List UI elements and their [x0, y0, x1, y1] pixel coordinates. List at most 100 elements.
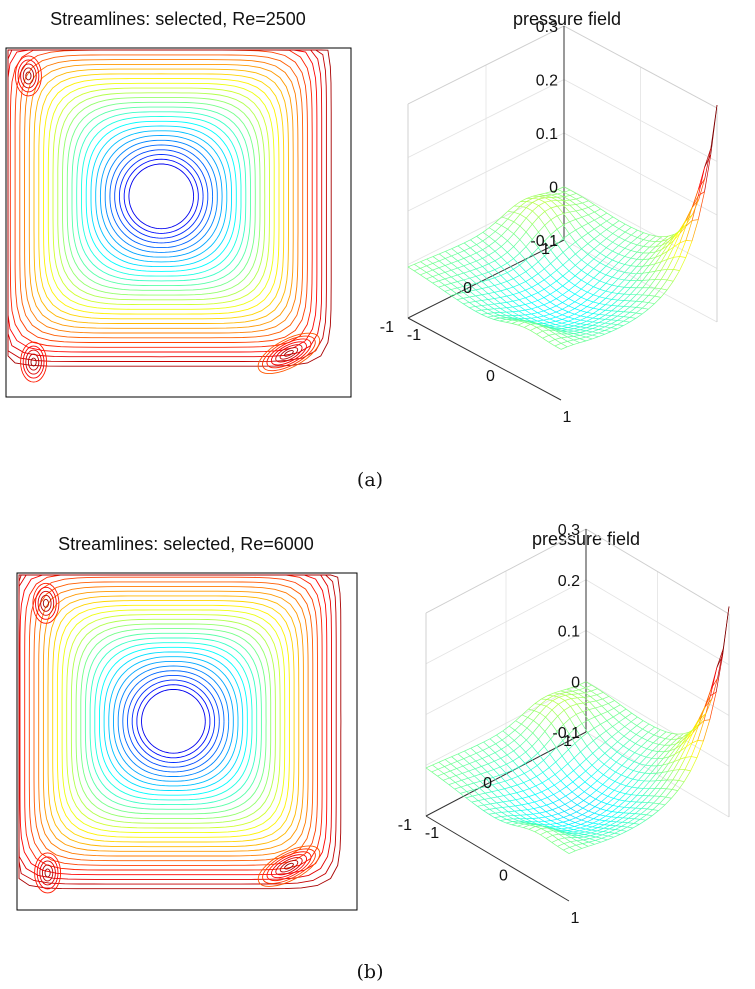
mesh-line-b-y24-1	[585, 687, 592, 692]
mesh-line-b-x16-19	[638, 764, 646, 773]
mesh-line-b-y10-8	[535, 785, 542, 793]
mesh-line-a-x12-6	[518, 309, 526, 312]
mesh-line-b-x2-18	[552, 696, 560, 702]
mesh-line-b-y12-6	[536, 765, 544, 773]
mesh-line-a-y14-18	[605, 304, 612, 306]
mesh-line-b-x22-20	[679, 746, 687, 760]
mesh-line-b-x0-19	[547, 692, 555, 696]
mesh-line-b-y7-11	[533, 808, 540, 814]
mesh-line-b-x19-8	[585, 826, 593, 830]
mesh-line-a-x0-5	[439, 251, 446, 255]
mesh-line-a-x21-10	[598, 319, 606, 323]
mesh-line-a-y9-7	[506, 281, 514, 288]
mesh-line-b-x5-13	[537, 746, 545, 754]
mesh-line-b-x6-4	[485, 784, 493, 787]
secondary-vortex-a-2-4	[266, 338, 312, 369]
mesh-line-b-y0-14	[505, 822, 512, 826]
mesh-line-a-y4-8	[481, 294, 489, 300]
mesh-line-a-y6-7	[488, 286, 495, 293]
mesh-line-b-x0-15	[521, 708, 529, 716]
mesh-line-a-x12-12	[556, 294, 563, 299]
mesh-line-b-x24-1	[569, 844, 577, 848]
mesh-line-a-y22-8	[594, 228, 601, 235]
mesh-line-b-x18-7	[573, 827, 581, 830]
secondary-vortex-b-2-3	[270, 854, 308, 879]
mesh-line-a-y25-22	[698, 178, 706, 200]
mesh-line-a-y24-6	[594, 211, 601, 217]
mesh-line-b-x7-22	[606, 716, 614, 721]
streamline-b-24	[28, 576, 318, 866]
mesh-line-a-x3-1	[432, 274, 439, 277]
mesh-line-b-y19-9	[598, 747, 606, 754]
mesh-line-b-x8-5	[503, 793, 511, 797]
mesh-line-a-x14-18	[605, 268, 613, 276]
mesh-line-b-y25-11	[648, 723, 655, 728]
mesh-line-b-x22-14	[641, 802, 649, 809]
mesh-line-b-x3-4	[468, 768, 476, 772]
mesh-line-a-y8-20	[580, 326, 587, 329]
mesh-line-b-y21-23	[691, 740, 698, 744]
mesh-line-b-x8-3	[490, 796, 498, 799]
mesh-line-a-x11-5	[506, 306, 513, 309]
mesh-line-b-x8-16	[573, 751, 581, 759]
mesh-line-b-y19-2	[558, 696, 565, 701]
mesh-line-b-y2-3	[455, 775, 462, 781]
mesh-line-b-x1-0	[431, 768, 439, 773]
mesh-line-b-x23-19	[678, 757, 686, 770]
mesh-line-a-y5-2	[451, 262, 458, 269]
mesh-line-a-x4-7	[476, 266, 483, 270]
mesh-line-b-y17-4	[557, 715, 564, 725]
mesh-line-b-x1-6	[469, 752, 477, 757]
mesh-line-a-x17-18	[624, 272, 631, 281]
y-tick-label-b-2: 1	[563, 733, 572, 750]
mesh-line-a-x25-0	[560, 346, 568, 350]
mesh-line-a-y17-2	[526, 207, 533, 212]
mesh-line-b-y7-21	[590, 832, 597, 835]
mesh-line-a-y20-1	[538, 196, 546, 199]
mesh-line-a-y15-10	[562, 275, 570, 282]
mesh-line-b-x16-11	[587, 812, 595, 818]
mesh-line-b-y10-15	[575, 817, 582, 821]
mesh-line-b-x17-18	[638, 772, 646, 781]
mesh-line-b-y1-24	[569, 847, 576, 852]
mesh-line-a-x20-22	[667, 236, 675, 246]
mesh-line-b-x3-1	[449, 775, 457, 779]
mesh-line-b-y22-6	[600, 714, 608, 721]
mesh-line-a-x18-6	[555, 325, 562, 328]
mesh-line-a-x3-18	[538, 201, 546, 206]
mesh-line-b-y12-19	[611, 816, 618, 818]
mesh-line-b-x21-16	[648, 788, 656, 796]
mesh-line-a-y11-6	[513, 269, 520, 276]
mesh-line-b-y20-11	[616, 751, 623, 757]
mesh-line-a-x24-1	[561, 341, 568, 344]
mesh-line-a-x24-15	[648, 295, 655, 303]
streamline-b-6	[113, 660, 234, 782]
mesh-line-a-x8-22	[594, 224, 601, 230]
mesh-line-b-y14-8	[561, 769, 568, 777]
mesh-line-a-y11-10	[537, 292, 545, 298]
mesh-line-a-y16-9	[562, 264, 570, 272]
mesh-line-b-y24-12	[648, 731, 655, 736]
mesh-line-b-x6-0	[460, 791, 467, 794]
mesh-line-a-y11-19	[592, 317, 600, 320]
mesh-line-b-x15-13	[594, 801, 602, 807]
mesh-line-b-y10-19	[598, 823, 605, 826]
mesh-line-a-x21-14	[623, 300, 631, 307]
mesh-line-a-y13-15	[580, 304, 588, 307]
mesh-line-a-y5-8	[487, 293, 495, 299]
mesh-line-a-y0-5	[438, 286, 445, 292]
mesh-line-b-x2-24	[590, 688, 598, 692]
mesh-line-a-x2-14	[507, 221, 515, 230]
mesh-line-b-x17-8	[574, 824, 581, 827]
mesh-line-b-y5-12	[526, 814, 533, 819]
mesh-line-b-x6-10	[524, 769, 531, 774]
mesh-line-b-y5-0	[457, 753, 464, 759]
mesh-line-a-y12-19	[599, 314, 606, 316]
mesh-line-b-y13-23	[640, 813, 647, 816]
mesh-line-b-y21-14	[640, 754, 647, 758]
mesh-line-b-x25-10	[632, 823, 640, 829]
mesh-line-a-x14-24	[643, 234, 650, 240]
mesh-line-b-x9-23	[624, 721, 632, 727]
mesh-line-b-x5-10	[518, 763, 526, 768]
mesh-line-b-y5-5	[486, 779, 493, 786]
